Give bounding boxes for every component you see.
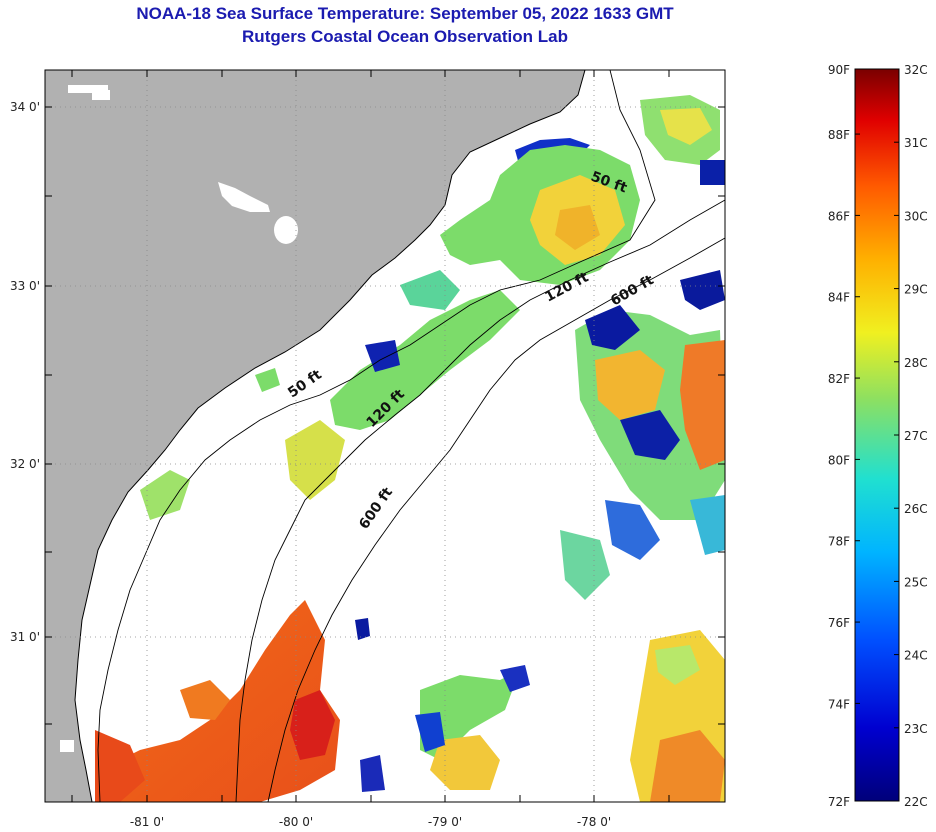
chart-subtitle: Rutgers Coastal Ocean Observation Lab xyxy=(242,27,568,46)
colorbar-f-label: 88F xyxy=(828,128,850,142)
colorbar-f-label: 80F xyxy=(828,453,850,467)
tick-marks xyxy=(45,70,725,802)
colorbar-ticks xyxy=(855,68,899,802)
land-gap xyxy=(274,216,298,244)
lat-label-33: 33 0' xyxy=(10,279,40,293)
colorbar-celsius-labels: 32C 31C 30C 29C 28C 27C 26C 25C 24C 23C 22C xyxy=(904,63,928,809)
map-frame xyxy=(44,69,726,803)
coastline xyxy=(74,70,586,802)
colorbar-f-label: 72F xyxy=(828,795,850,809)
land-gap xyxy=(60,740,74,752)
land-mass xyxy=(45,70,585,802)
colorbar-f-label: 82F xyxy=(828,372,850,386)
colorbar-f-label: 76F xyxy=(828,616,850,630)
colorbar-gradient xyxy=(854,68,900,802)
colorbar-f-label: 74F xyxy=(828,697,850,711)
colorbar-f-label: 86F xyxy=(828,209,850,223)
land-gap xyxy=(92,90,110,100)
colorbar-c-label: 23C xyxy=(904,722,928,736)
lon-label-78: -78 0' xyxy=(577,815,611,829)
colorbar-fahrenheit-labels: 90F 88F 86F 84F 82F 80F 78F 76F 74F 72F xyxy=(828,63,850,809)
lon-label-81: -81 0' xyxy=(130,815,164,829)
colorbar-c-label: 25C xyxy=(904,575,928,589)
land-gap xyxy=(68,85,108,93)
land-gap xyxy=(218,182,270,212)
colorbar-c-label: 32C xyxy=(904,63,928,77)
colorbar-c-label: 29C xyxy=(904,283,928,297)
isobath-50ft xyxy=(97,70,656,802)
isobath-120ft xyxy=(235,199,725,802)
lat-label-31: 31 0' xyxy=(10,630,40,644)
isobath-600ft xyxy=(267,237,725,802)
colorbar-f-label: 78F xyxy=(828,535,850,549)
colorbar-c-label: 28C xyxy=(904,356,928,370)
graticule xyxy=(45,70,725,802)
lon-label-79: -79 0' xyxy=(428,815,462,829)
colorbar-c-label: 26C xyxy=(904,502,928,516)
colorbar-f-label: 84F xyxy=(828,291,850,305)
colorbar-c-label: 31C xyxy=(904,136,928,150)
colorbar-c-label: 22C xyxy=(904,795,928,809)
lat-label-34: 34 0' xyxy=(10,100,40,114)
chart-title: NOAA-18 Sea Surface Temperature: Septemb… xyxy=(136,4,674,23)
colorbar-f-label: 90F xyxy=(828,63,850,77)
sst-map[interactable]: 34 0' 33 0' 32 0' 31 0' -81 0' -80 0' -7… xyxy=(0,0,810,832)
colorbar-c-label: 30C xyxy=(904,209,928,223)
colorbar-c-label: 24C xyxy=(904,649,928,663)
colorbar-c-label: 27C xyxy=(904,429,928,443)
lat-label-32: 32 0' xyxy=(10,457,40,471)
lon-label-80: -80 0' xyxy=(279,815,313,829)
